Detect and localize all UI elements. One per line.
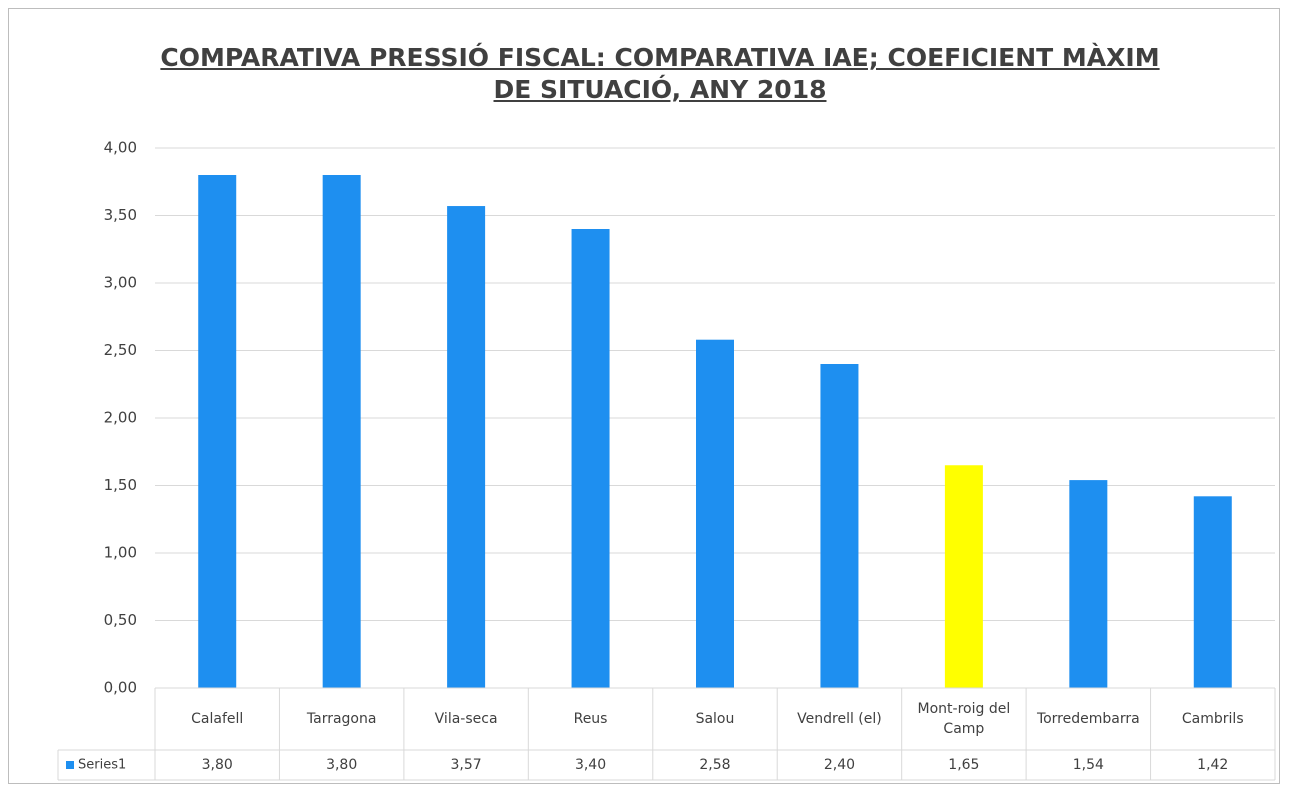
bar bbox=[571, 229, 610, 688]
y-tick-label: 1,00 bbox=[104, 544, 137, 562]
data-label: 3,80 bbox=[201, 757, 233, 773]
chart-title: COMPARATIVA PRESSIÓ FISCAL: COMPARATIVA … bbox=[160, 43, 1160, 104]
y-tick-label: 4,00 bbox=[104, 139, 137, 157]
data-label: 1,42 bbox=[1197, 757, 1229, 773]
legend-label: Series1 bbox=[78, 758, 126, 773]
x-tick-label: Calafell bbox=[191, 711, 244, 727]
data-label: 2,58 bbox=[699, 757, 731, 773]
x-tick-label: Vendrell (el) bbox=[797, 711, 882, 727]
x-tick-label: Salou bbox=[695, 711, 735, 727]
data-label: 3,57 bbox=[450, 757, 482, 773]
x-tick-label: Vila-seca bbox=[434, 711, 498, 727]
y-tick-label: 0,50 bbox=[104, 611, 137, 629]
x-tick-label: Torredembarra bbox=[1036, 711, 1140, 727]
bar bbox=[696, 339, 734, 688]
bar bbox=[1193, 496, 1232, 688]
y-tick-label: 3,00 bbox=[104, 274, 137, 292]
data-label: 3,80 bbox=[326, 757, 358, 773]
bar bbox=[447, 206, 486, 689]
legend-swatch bbox=[66, 761, 74, 769]
y-tick-label: 2,00 bbox=[104, 409, 137, 427]
y-tick-label: 2,50 bbox=[104, 341, 137, 359]
bar bbox=[820, 364, 859, 688]
data-label: 2,40 bbox=[823, 757, 856, 773]
bar bbox=[944, 465, 983, 688]
x-tick-label: Cambrils bbox=[1181, 711, 1244, 727]
data-label: 3,40 bbox=[574, 757, 607, 773]
bar bbox=[198, 175, 237, 688]
bar bbox=[1069, 480, 1108, 688]
y-tick-label: 0,00 bbox=[104, 679, 137, 697]
chart-frame bbox=[8, 8, 1280, 784]
y-tick-label: 1,50 bbox=[104, 476, 137, 494]
y-tick-label: 3,50 bbox=[104, 206, 137, 224]
data-label: 1,65 bbox=[948, 757, 980, 773]
bar bbox=[322, 175, 361, 688]
x-tick-label: Mont-roig del Camp bbox=[917, 701, 1011, 737]
x-tick-label: Reus bbox=[573, 711, 608, 727]
data-label: 1,54 bbox=[1072, 757, 1104, 773]
x-tick-label: Tarragona bbox=[306, 711, 377, 727]
